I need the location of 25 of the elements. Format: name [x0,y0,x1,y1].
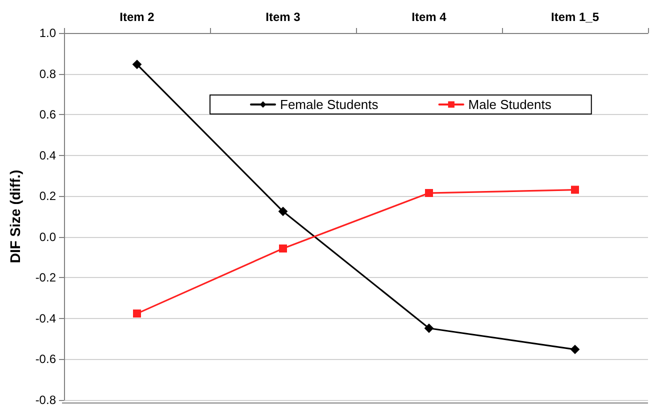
x-tick-label: Item 4 [412,10,447,24]
x-tick-label: Item 1_5 [550,10,600,24]
y-tick-label: 0.2 [39,189,56,204]
y-tick-label: 0.8 [39,66,56,81]
legend-label: Male Students [468,97,552,112]
x-tick-label: Item 2 [120,10,155,24]
x-tick-label: Item 3 [266,10,301,24]
y-tick-label: -0.8 [35,393,56,406]
y-tick-label: -0.2 [35,270,56,285]
y-tick-label: 1.0 [39,26,56,40]
point [278,206,288,216]
point [132,60,142,69]
y-tick-label: 0.6 [39,108,56,122]
point [425,189,433,198]
point [133,310,141,318]
y-tick-label: -0.6 [35,352,56,366]
point [571,186,579,194]
y-axis-title: DIF Size (diff.) [7,170,23,264]
point [570,344,580,354]
y-tick-label: -0.4 [35,311,56,326]
point [424,324,434,333]
y-tick-label: 0.0 [39,230,56,244]
legend-label: Female Students [280,97,379,112]
y-tick-label: 0.4 [39,148,56,162]
point [279,244,287,253]
